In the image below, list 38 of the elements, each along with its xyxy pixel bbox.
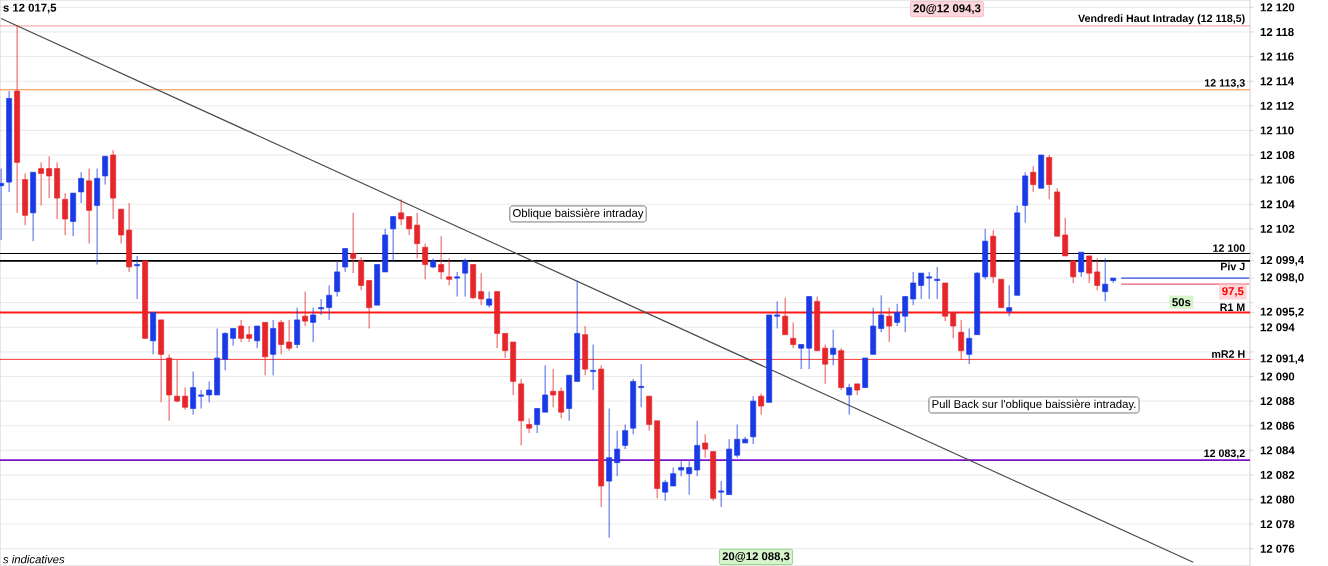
y-tick-label: 12 082 xyxy=(1260,470,1295,479)
y-tick-label: 12 114 xyxy=(1260,77,1295,86)
y-tick-label: 12 106 xyxy=(1260,175,1295,184)
y-tick-label: 12 088 xyxy=(1260,397,1295,406)
y-tick-label: 12 108 xyxy=(1260,151,1295,160)
y-tick-label: 12 112 xyxy=(1260,101,1294,110)
y-tick-label: 12 116 xyxy=(1260,52,1294,61)
annotation: 97,5 xyxy=(1222,287,1244,297)
y-tick-label: 12 090 xyxy=(1260,372,1295,381)
y-tick-label: 12 076 xyxy=(1260,544,1295,553)
ref-line-label: mR2 H xyxy=(1212,350,1245,358)
ref-line-label: 12 100 xyxy=(1213,244,1245,252)
y-tick-label: 12 078 xyxy=(1260,520,1295,529)
y-tick-label: 12 118 xyxy=(1260,27,1294,36)
annotation: s indicatives xyxy=(2,555,65,564)
y-tick-label: 12 099,4 xyxy=(1260,256,1305,266)
ref-line-label: Vendredi Haut Intraday (12 118,5) xyxy=(1078,14,1245,25)
y-tick-label: 12 091,4 xyxy=(1260,354,1305,365)
y-tick-label: 12 110 xyxy=(1260,126,1294,135)
y-tick-label: 12 094 xyxy=(1260,323,1295,332)
y-tick-label: 12 104 xyxy=(1260,200,1295,209)
y-tick-label: 12 080 xyxy=(1260,495,1295,504)
y-tick-label: 12 120 xyxy=(1260,3,1295,12)
annotation: s 12 017,5 xyxy=(3,3,57,14)
y-tick-label: 12 084 xyxy=(1260,446,1295,455)
y-tick-label: 12 098,0 xyxy=(1260,273,1304,283)
annotation: Pull Back sur l'oblique baissière intraday. xyxy=(932,399,1136,411)
annotation: Oblique baissière intraday xyxy=(513,208,644,220)
ref-line-label: Piv J xyxy=(1221,262,1245,271)
annotation: 20@12 088,3 xyxy=(722,552,790,562)
ref-line-label: 12 083,2 xyxy=(1204,449,1245,459)
annotation: 50s xyxy=(1172,298,1191,307)
ref-line-label: R1 M xyxy=(1220,303,1245,311)
y-tick-label: 12 095,2 xyxy=(1260,307,1304,318)
ref-line-label: 12 113,3 xyxy=(1204,79,1245,89)
annotation: 20@12 094,3 xyxy=(913,4,981,14)
y-tick-label: 12 086 xyxy=(1260,421,1295,430)
y-tick-label: 12 102 xyxy=(1260,224,1295,233)
